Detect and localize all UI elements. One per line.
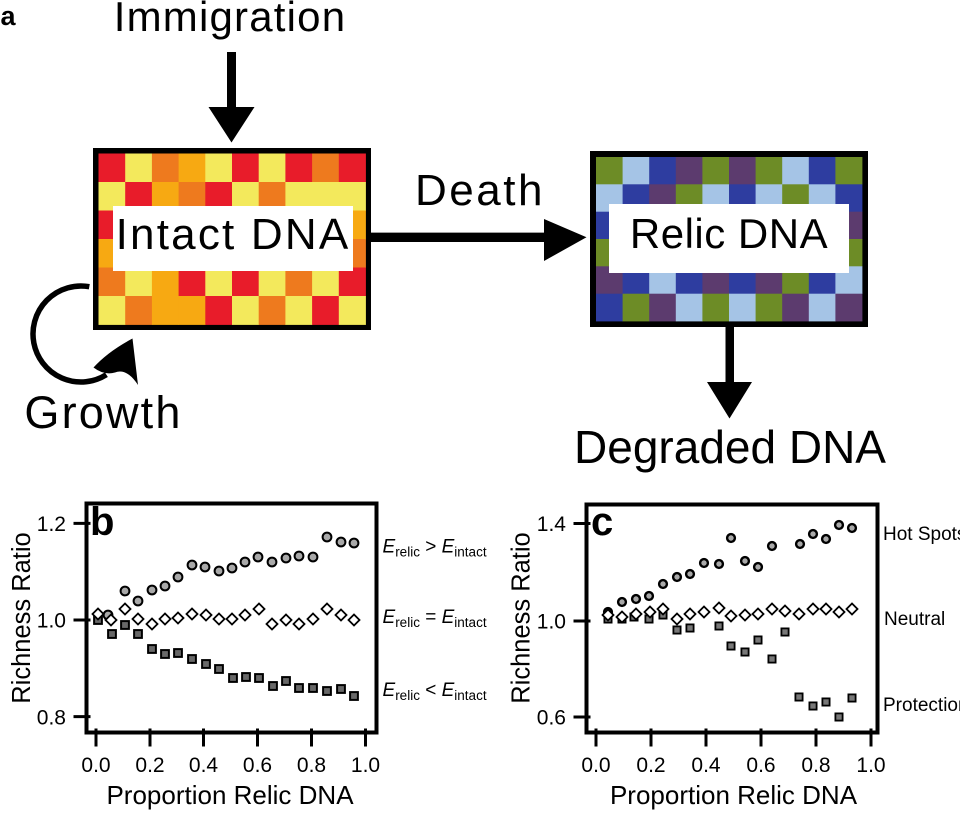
svg-text:0.6: 0.6: [746, 754, 775, 777]
svg-text:Relic DNA: Relic DNA: [630, 210, 828, 257]
svg-text:0.6: 0.6: [537, 707, 566, 730]
svg-text:a: a: [1, 1, 17, 31]
svg-text:Degraded DNA: Degraded DNA: [574, 421, 886, 473]
svg-text:0.2: 0.2: [636, 754, 665, 777]
svg-text:0.2: 0.2: [135, 754, 164, 777]
svg-text:1.2: 1.2: [37, 513, 66, 536]
svg-text:0.0: 0.0: [581, 754, 610, 777]
svg-text:Erelic = Eintact: Erelic = Eintact: [383, 607, 487, 630]
svg-text:c: c: [591, 500, 613, 544]
svg-text:Intact DNA: Intact DNA: [116, 210, 351, 259]
svg-text:Richness Ratio: Richness Ratio: [8, 532, 36, 704]
svg-text:1.0: 1.0: [856, 754, 885, 777]
svg-text:Growth: Growth: [24, 387, 182, 438]
svg-text:0.4: 0.4: [691, 754, 721, 777]
svg-text:Protection: Protection: [883, 695, 960, 716]
svg-text:0.8: 0.8: [801, 754, 830, 777]
svg-text:b: b: [90, 500, 114, 544]
svg-text:Neutral: Neutral: [884, 609, 945, 630]
svg-text:1.0: 1.0: [37, 610, 66, 633]
svg-text:1.0: 1.0: [537, 611, 566, 634]
svg-text:0.8: 0.8: [37, 706, 66, 729]
svg-text:Proportion Relic DNA: Proportion Relic DNA: [106, 780, 354, 810]
svg-text:1.4: 1.4: [537, 513, 567, 536]
svg-text:Richness Ratio: Richness Ratio: [508, 532, 536, 704]
svg-text:0.8: 0.8: [297, 754, 326, 777]
svg-text:Erelic > Eintact: Erelic > Eintact: [383, 537, 487, 560]
svg-text:Immigration: Immigration: [114, 0, 347, 40]
svg-text:0.4: 0.4: [189, 754, 219, 777]
svg-text:Proportion Relic DNA: Proportion Relic DNA: [610, 780, 858, 810]
svg-text:0.6: 0.6: [243, 754, 272, 777]
svg-text:Erelic < Eintact: Erelic < Eintact: [383, 680, 487, 703]
svg-text:1.0: 1.0: [351, 754, 380, 777]
svg-text:Hot Spots: Hot Spots: [883, 524, 960, 545]
svg-text:0.0: 0.0: [81, 754, 110, 777]
svg-text:Death: Death: [415, 166, 545, 215]
